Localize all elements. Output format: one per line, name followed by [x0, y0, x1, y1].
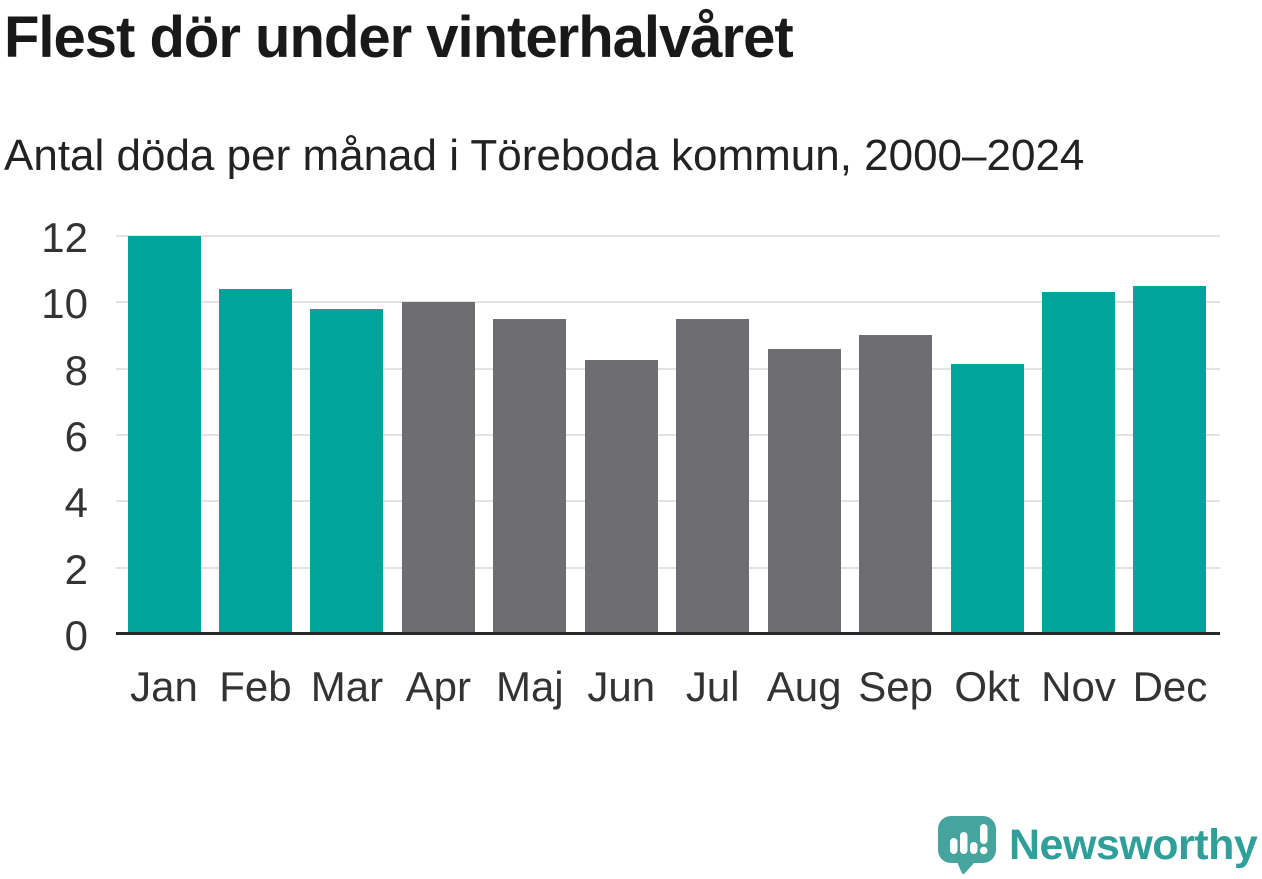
- bar-jan: [127, 235, 201, 634]
- bar-apr: [401, 302, 475, 634]
- x-tick-label-okt: Okt: [954, 663, 1020, 710]
- y-axis-labels: 0 2 4 6 8 10 12: [0, 213, 88, 656]
- gridline-y-12: [116, 234, 1220, 237]
- x-tick-label-maj: Maj: [495, 663, 564, 710]
- x-tick-label-jul: Jul: [685, 663, 740, 710]
- x-tick-label-apr: Apr: [405, 663, 472, 710]
- gridline-y-10: [116, 301, 1220, 304]
- y-tick-label-2: 2: [64, 545, 88, 593]
- bar-maj: [493, 318, 567, 634]
- y-tick-label-12: 12: [41, 213, 88, 261]
- x-axis-labels: Jan Feb Mar Apr Maj Jun Jul Aug Sep Okt Nov Dec: [116, 656, 1220, 716]
- x-tick-label-mar: Mar: [310, 663, 384, 710]
- y-tick-label-0: 0: [64, 612, 88, 659]
- x-tick-label-nov: Nov: [1041, 663, 1116, 710]
- y-tick-label-4: 4: [64, 479, 88, 527]
- bar-nov: [1042, 292, 1115, 634]
- x-tick-label-jan: Jan: [130, 663, 198, 710]
- x-tick-label-sep: Sep: [858, 663, 933, 710]
- y-tick-label-8: 8: [64, 346, 88, 394]
- newsworthy-logo-icon: [938, 816, 996, 874]
- x-axis-line: [116, 632, 1220, 635]
- chart-title: Flest dör under vinterhalvåret: [4, 5, 794, 70]
- x-tick-label-jun: Jun: [587, 663, 656, 710]
- bar-sep: [859, 335, 933, 634]
- gridline-y-4: [116, 500, 1220, 503]
- x-tick-label-aug: Aug: [766, 663, 842, 710]
- bar-okt: [950, 363, 1024, 634]
- newsworthy-logo: Newsworthy: [938, 814, 1258, 876]
- gridline-y-6: [116, 433, 1220, 436]
- bar-jul: [676, 318, 750, 634]
- plot-area: [116, 220, 1220, 635]
- x-tick-label-dec: Dec: [1132, 663, 1208, 710]
- y-tick-label-6: 6: [64, 412, 88, 460]
- newsworthy-logo-text: Newsworthy: [1009, 820, 1258, 869]
- x-tick-label-feb: Feb: [219, 663, 292, 710]
- chart-subtitle: Antal döda per månad i Töreboda kommun, …: [4, 131, 1085, 180]
- gridline-y-2: [116, 566, 1220, 569]
- bar-feb: [218, 289, 292, 634]
- bar-mar: [310, 308, 384, 634]
- bar-aug: [767, 348, 841, 634]
- bar-jun: [584, 360, 658, 634]
- gridline-y-8: [116, 367, 1220, 370]
- bar-dec: [1133, 285, 1207, 634]
- y-tick-label-10: 10: [41, 280, 88, 328]
